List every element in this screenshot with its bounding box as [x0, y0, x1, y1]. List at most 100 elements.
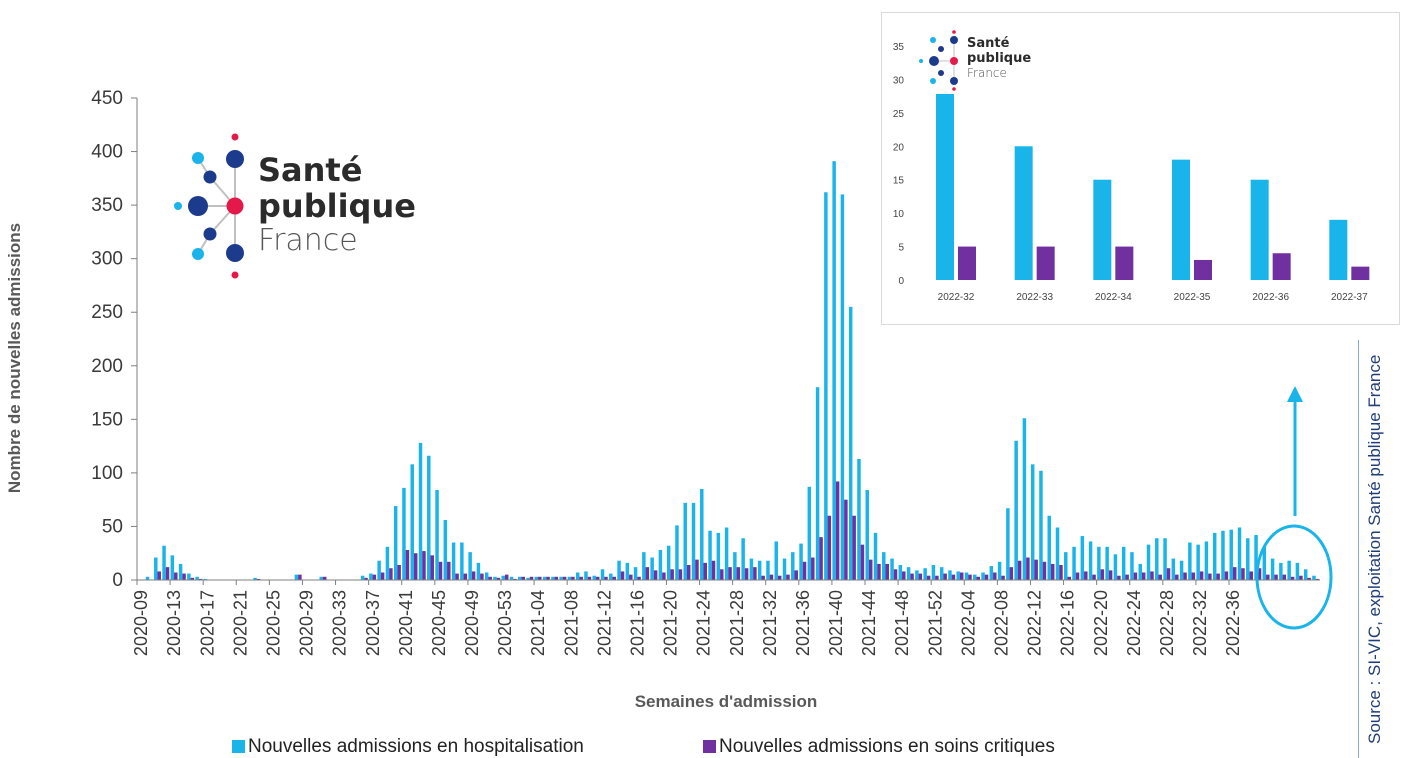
bar-hospitalisation	[402, 487, 406, 580]
bar-soins-critiques	[157, 571, 161, 580]
bar-soins-critiques	[976, 576, 980, 580]
bar-hospitalisation	[1138, 563, 1142, 580]
bar-soins-critiques	[811, 557, 815, 580]
bar-hospitalisation	[1146, 544, 1151, 580]
legend-label-hospitalisation: Nouvelles admissions en hospitalisation	[248, 736, 584, 757]
bar-soins-critiques	[1282, 574, 1287, 580]
inset-y-tick-label: 0	[898, 276, 904, 287]
bar-soins-critiques	[1059, 565, 1063, 580]
bar-soins-critiques	[463, 573, 468, 580]
bar-hospitalisation	[997, 561, 1002, 580]
bar-hospitalisation	[973, 574, 977, 580]
bar-hospitalisation	[840, 194, 845, 580]
bar-hospitalisation	[592, 575, 596, 580]
bar-soins-critiques	[1017, 560, 1022, 580]
y-tick-label: 200	[91, 356, 123, 377]
bar-soins-critiques	[1001, 575, 1005, 580]
legend-item-hospitalisation: Nouvelles admissions en hospitalisation	[232, 736, 584, 758]
bar-soins-critiques	[389, 568, 393, 580]
bar-hospitalisation	[162, 545, 166, 580]
main-logo-line3: France	[258, 223, 358, 258]
bar-soins-critiques	[554, 576, 559, 580]
bar-hospitalisation	[1262, 546, 1267, 580]
bar-soins-critiques	[653, 570, 658, 580]
y-tick-label: 400	[91, 142, 123, 163]
bar-soins-critiques	[480, 573, 484, 580]
bar-soins-critiques	[753, 567, 757, 580]
bar-soins-critiques	[364, 577, 368, 580]
bar-soins-critiques	[629, 574, 633, 580]
bar-hospitalisation	[360, 575, 365, 580]
y-tick-label: 150	[91, 409, 123, 430]
bar-hospitalisation	[575, 572, 580, 580]
bar-hospitalisation	[501, 575, 505, 580]
bar-hospitalisation	[1204, 541, 1209, 580]
bar-hospitalisation	[749, 558, 754, 580]
bar-soins-critiques	[488, 576, 492, 580]
x-tick-label: 2021-44	[859, 590, 879, 656]
bar-hospitalisation	[1171, 558, 1176, 580]
bar-soins-critiques	[198, 578, 203, 580]
bar-hospitalisation	[1312, 575, 1316, 580]
main-logo-line1: Santé	[258, 151, 363, 189]
bar-soins-critiques	[761, 575, 765, 580]
x-tick-label: 2021-04	[528, 590, 548, 656]
bar-soins-critiques	[438, 561, 443, 580]
bar-hospitalisation	[518, 576, 522, 580]
bar-hospitalisation	[609, 573, 613, 580]
bar-soins-critiques	[538, 576, 542, 580]
bar-soins-critiques	[1050, 563, 1055, 580]
x-tick-label: 2022-20	[1091, 590, 1111, 656]
main-logo-line2: publique	[258, 187, 416, 225]
source-text: Source : SI-VIC, exploitation Santé publ…	[1365, 354, 1384, 744]
bar-hospitalisation	[815, 387, 820, 580]
bar-soins-critiques	[993, 572, 997, 580]
bar-hospitalisation	[484, 572, 489, 580]
bar-hospitalisation	[1055, 527, 1060, 580]
y-tick-label: 0	[112, 570, 123, 591]
bar-soins-critiques	[1191, 572, 1196, 580]
bar-soins-critiques	[686, 565, 691, 580]
bar-hospitalisation	[617, 560, 621, 580]
x-tick-label: 2020-37	[363, 590, 383, 656]
bar-hospitalisation	[857, 458, 861, 580]
bar-hospitalisation	[534, 576, 539, 580]
bar-hospitalisation	[964, 572, 969, 580]
bar-hospitalisation	[1229, 529, 1233, 580]
bar-hospitalisation	[633, 567, 638, 580]
x-tick-label: 2022-32	[1190, 590, 1210, 656]
bar-hospitalisation	[203, 578, 208, 580]
y-tick-label: 100	[91, 463, 123, 484]
bar-hospitalisation	[989, 566, 994, 580]
bar-soins-critiques	[182, 573, 186, 580]
inset-bar-hospitalisation	[1093, 179, 1112, 280]
bar-soins-critiques	[174, 572, 178, 580]
bar-soins-critiques	[579, 576, 583, 580]
bar-hospitalisation	[939, 567, 944, 580]
bar-soins-critiques	[736, 567, 741, 580]
inset-bar-soins-critiques	[1194, 259, 1212, 280]
bar-soins-critiques	[711, 560, 716, 580]
bar-hospitalisation	[509, 576, 514, 580]
bar-hospitalisation	[1279, 562, 1283, 580]
bar-soins-critiques	[1175, 574, 1179, 580]
bar-soins-critiques	[1067, 576, 1071, 580]
bar-hospitalisation	[700, 488, 704, 580]
bar-hospitalisation	[1064, 552, 1068, 580]
bar-hospitalisation	[526, 577, 530, 580]
bar-hospitalisation	[650, 557, 654, 580]
bar-soins-critiques	[1009, 567, 1014, 580]
legend-swatch-soins-critiques	[703, 740, 716, 753]
inset-bar-hospitalisation	[1329, 219, 1348, 280]
inset-bar-soins-critiques	[958, 246, 976, 280]
bar-soins-critiques	[1117, 575, 1121, 580]
x-tick-label: 2020-49	[462, 590, 482, 656]
x-tick-label: 2022-12	[1025, 590, 1045, 656]
bar-hospitalisation	[666, 545, 671, 580]
bar-soins-critiques	[372, 574, 377, 580]
bar-soins-critiques	[1125, 574, 1129, 580]
x-tick-label: 2020-21	[230, 590, 250, 656]
bar-hospitalisation	[253, 577, 257, 580]
bar-soins-critiques	[1183, 572, 1187, 580]
bar-hospitalisation	[782, 558, 787, 580]
